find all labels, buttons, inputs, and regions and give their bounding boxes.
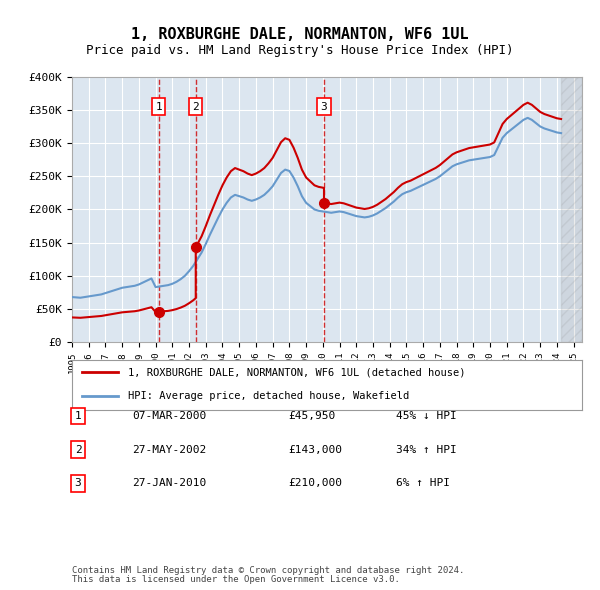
Text: 3: 3 — [320, 101, 328, 112]
Text: 3: 3 — [74, 478, 82, 488]
Text: 2: 2 — [193, 101, 199, 112]
Text: 45% ↓ HPI: 45% ↓ HPI — [396, 411, 457, 421]
Text: 27-MAY-2002: 27-MAY-2002 — [132, 445, 206, 454]
Text: This data is licensed under the Open Government Licence v3.0.: This data is licensed under the Open Gov… — [72, 575, 400, 584]
Bar — [561, 77, 582, 342]
Text: 1, ROXBURGHE DALE, NORMANTON, WF6 1UL (detached house): 1, ROXBURGHE DALE, NORMANTON, WF6 1UL (d… — [128, 368, 466, 378]
Text: 07-MAR-2000: 07-MAR-2000 — [132, 411, 206, 421]
Text: 34% ↑ HPI: 34% ↑ HPI — [396, 445, 457, 454]
Text: £143,000: £143,000 — [288, 445, 342, 454]
Text: 1: 1 — [74, 411, 82, 421]
Text: 1: 1 — [155, 101, 162, 112]
Text: Price paid vs. HM Land Registry's House Price Index (HPI): Price paid vs. HM Land Registry's House … — [86, 44, 514, 57]
Text: 2: 2 — [74, 445, 82, 454]
Text: £210,000: £210,000 — [288, 478, 342, 488]
Text: Contains HM Land Registry data © Crown copyright and database right 2024.: Contains HM Land Registry data © Crown c… — [72, 566, 464, 575]
Text: 6% ↑ HPI: 6% ↑ HPI — [396, 478, 450, 488]
Text: HPI: Average price, detached house, Wakefield: HPI: Average price, detached house, Wake… — [128, 391, 409, 401]
Text: 27-JAN-2010: 27-JAN-2010 — [132, 478, 206, 488]
Text: 1, ROXBURGHE DALE, NORMANTON, WF6 1UL: 1, ROXBURGHE DALE, NORMANTON, WF6 1UL — [131, 27, 469, 41]
Text: £45,950: £45,950 — [288, 411, 335, 421]
